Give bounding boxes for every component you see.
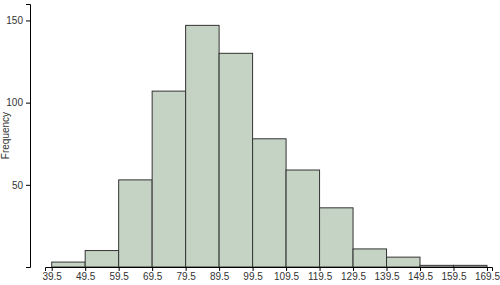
x-tick: 119.5 (308, 267, 333, 282)
y-tick-mark (26, 20, 30, 21)
y-tick-mark (26, 103, 30, 104)
y-tick-label: 150 (6, 15, 23, 26)
x-tick-label: 49.5 (76, 271, 96, 282)
x-tick: 129.5 (341, 267, 366, 282)
y-tick: 150 (6, 15, 30, 26)
x-tick: 69.5 (143, 267, 163, 282)
x-tick-label: 89.5 (210, 271, 230, 282)
x-tick: 39.5 (42, 267, 62, 282)
x-tick: 99.5 (243, 267, 263, 282)
x-tick-label: 169.5 (475, 271, 500, 282)
y-tick-label: 100 (6, 97, 23, 108)
bar (186, 25, 219, 267)
bar (152, 91, 185, 267)
y-axis-title: Frequency (0, 112, 11, 159)
x-tick: 89.5 (210, 267, 230, 282)
x-tick-label: 159.5 (441, 271, 466, 282)
x-tick: 109.5 (274, 267, 299, 282)
y-tick: 100 (6, 97, 30, 108)
bar (52, 262, 85, 267)
x-tick: 79.5 (176, 267, 196, 282)
x-tick-label: 59.5 (109, 271, 129, 282)
bar (320, 208, 353, 267)
x-tick-label: 99.5 (243, 271, 263, 282)
y-tick-label: 50 (12, 180, 24, 191)
x-tick-label: 39.5 (42, 271, 62, 282)
x-tick: 159.5 (441, 267, 466, 282)
x-tick-label: 69.5 (143, 271, 163, 282)
bar (85, 251, 118, 267)
bars (52, 25, 487, 267)
y-tick-mark (26, 185, 30, 186)
y-tick: 50 (12, 180, 30, 191)
bar (453, 265, 486, 267)
bar (286, 170, 319, 267)
x-tick-label: 139.5 (375, 271, 400, 282)
y-axis-line (26, 5, 31, 268)
x-axis: 39.5 49.5 59.5 69.5 79.5 89.5 99.5 109.5 119.5 12… (42, 267, 500, 282)
x-tick-label: 109.5 (274, 271, 299, 282)
x-tick-label: 149.5 (408, 271, 433, 282)
x-tick-label: 119.5 (308, 271, 333, 282)
x-tick: 49.5 (76, 267, 96, 282)
bar (119, 180, 152, 267)
x-tick: 59.5 (109, 267, 129, 282)
bar (219, 53, 252, 267)
x-tick: 139.5 (375, 267, 400, 282)
x-tick: 149.5 (408, 267, 433, 282)
bar (420, 265, 453, 267)
bar (387, 257, 420, 267)
x-tick-label: 79.5 (176, 271, 196, 282)
x-tick-label: 129.5 (341, 271, 366, 282)
bar (253, 139, 286, 267)
chart: 39.5 49.5 59.5 69.5 79.5 89.5 99.5 109.5 119.5 12… (0, 0, 500, 285)
bar (353, 249, 386, 267)
x-tick: 169.5 (475, 267, 500, 282)
